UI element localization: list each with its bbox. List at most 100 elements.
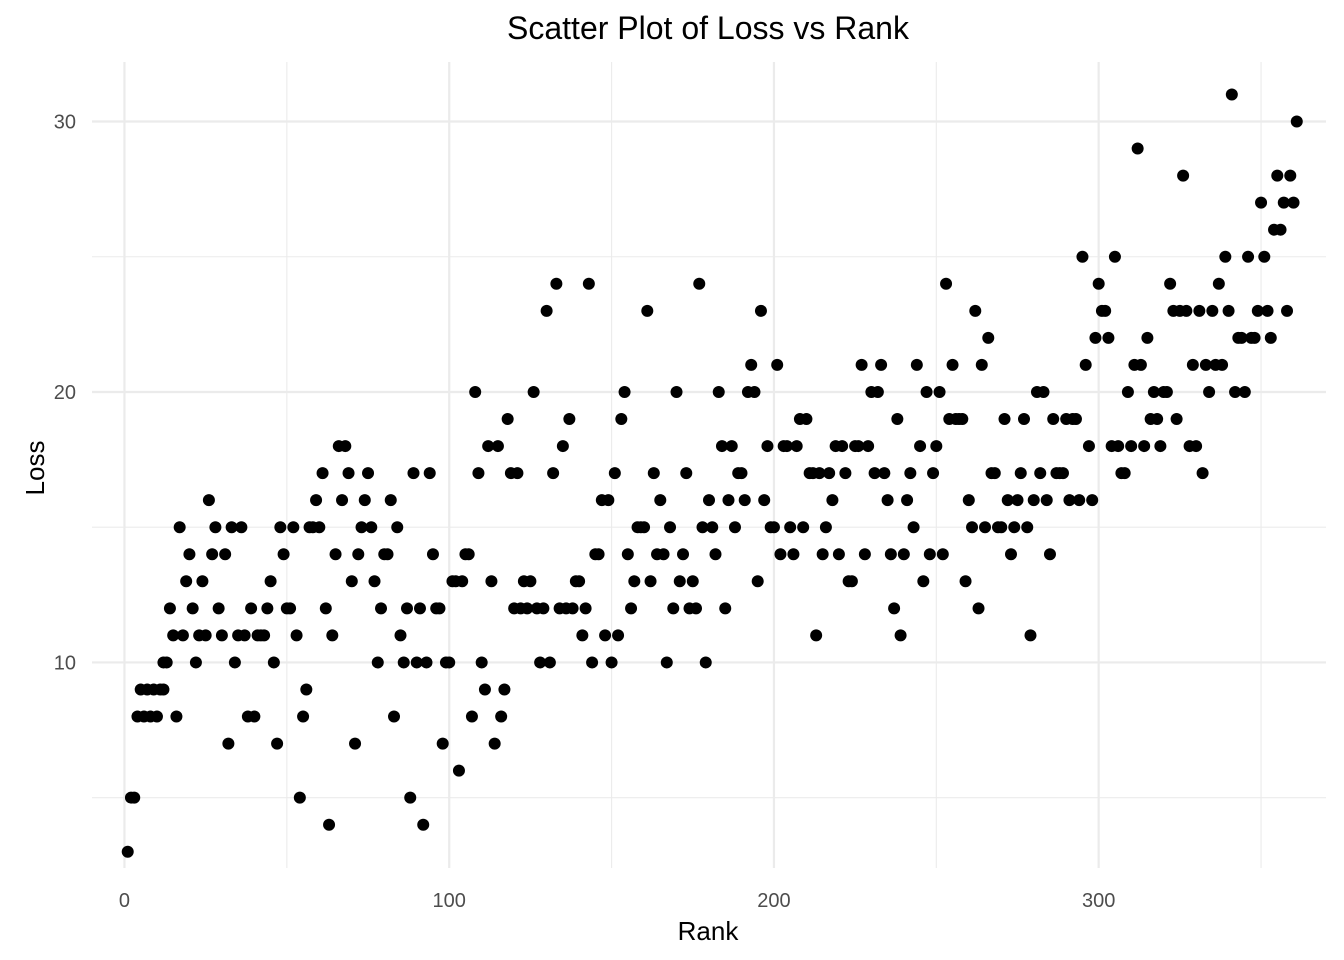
data-point bbox=[150, 710, 163, 723]
data-point bbox=[410, 656, 423, 669]
data-point bbox=[534, 656, 547, 669]
data-point bbox=[293, 791, 306, 804]
data-point bbox=[436, 737, 449, 750]
data-point bbox=[852, 440, 865, 453]
data-point bbox=[1212, 277, 1225, 290]
data-point bbox=[300, 683, 313, 696]
data-point bbox=[189, 656, 202, 669]
data-point bbox=[329, 548, 342, 561]
data-point bbox=[644, 575, 657, 588]
data-point bbox=[862, 440, 875, 453]
x-axis-title: Rank bbox=[678, 916, 740, 946]
data-point bbox=[277, 548, 290, 561]
data-point bbox=[394, 629, 407, 642]
data-point bbox=[1261, 304, 1274, 317]
data-point bbox=[988, 467, 1001, 480]
data-point bbox=[170, 710, 183, 723]
data-point bbox=[413, 602, 426, 615]
x-tick-label: 300 bbox=[1082, 890, 1115, 912]
data-point bbox=[1248, 331, 1261, 344]
data-point bbox=[352, 548, 365, 561]
data-point bbox=[670, 385, 683, 398]
data-point bbox=[1024, 629, 1037, 642]
data-point bbox=[1079, 358, 1092, 371]
data-point bbox=[754, 304, 767, 317]
data-point bbox=[1180, 304, 1193, 317]
data-point bbox=[582, 277, 595, 290]
x-tick-labels: 0 100 200 300 bbox=[119, 890, 1115, 912]
data-points bbox=[121, 88, 1303, 858]
data-point bbox=[313, 521, 326, 534]
data-point bbox=[904, 467, 917, 480]
data-point bbox=[284, 602, 297, 615]
data-point bbox=[1034, 467, 1047, 480]
data-point bbox=[167, 629, 180, 642]
data-point bbox=[1125, 440, 1138, 453]
data-point bbox=[485, 575, 498, 588]
data-point bbox=[235, 521, 248, 534]
data-point bbox=[521, 602, 534, 615]
data-point bbox=[1047, 413, 1060, 426]
data-point bbox=[478, 683, 491, 696]
data-point bbox=[206, 548, 219, 561]
data-point bbox=[1251, 304, 1264, 317]
data-point bbox=[176, 629, 189, 642]
data-point bbox=[1082, 440, 1095, 453]
data-point bbox=[1222, 304, 1235, 317]
data-point bbox=[641, 304, 654, 317]
data-point bbox=[1001, 494, 1014, 507]
data-point bbox=[774, 548, 787, 561]
data-point bbox=[647, 467, 660, 480]
data-point bbox=[456, 575, 469, 588]
data-point bbox=[222, 737, 235, 750]
data-point bbox=[699, 656, 712, 669]
data-point bbox=[388, 710, 401, 723]
data-point bbox=[420, 656, 433, 669]
data-point bbox=[202, 494, 215, 507]
data-point bbox=[1238, 385, 1251, 398]
data-point bbox=[475, 656, 488, 669]
data-point bbox=[128, 791, 141, 804]
data-point bbox=[673, 575, 686, 588]
data-point bbox=[881, 494, 894, 507]
data-point bbox=[407, 467, 420, 480]
data-point bbox=[959, 575, 972, 588]
data-point bbox=[1206, 304, 1219, 317]
data-point bbox=[745, 358, 758, 371]
data-point bbox=[855, 358, 868, 371]
data-point bbox=[615, 413, 628, 426]
data-point bbox=[586, 656, 599, 669]
data-point bbox=[897, 548, 910, 561]
data-point bbox=[121, 845, 134, 858]
data-point bbox=[543, 656, 556, 669]
data-point bbox=[267, 656, 280, 669]
data-point bbox=[780, 440, 793, 453]
data-point bbox=[884, 548, 897, 561]
data-point bbox=[501, 413, 514, 426]
data-point bbox=[894, 629, 907, 642]
data-point bbox=[391, 521, 404, 534]
data-point bbox=[800, 413, 813, 426]
data-point bbox=[469, 385, 482, 398]
data-point bbox=[1225, 88, 1238, 101]
data-point bbox=[225, 521, 238, 534]
data-point bbox=[1164, 277, 1177, 290]
y-tick-label: 20 bbox=[54, 382, 76, 404]
data-point bbox=[319, 602, 332, 615]
data-point bbox=[910, 358, 923, 371]
data-point bbox=[680, 467, 693, 480]
data-point bbox=[693, 277, 706, 290]
y-tick-label: 30 bbox=[54, 112, 76, 134]
data-point bbox=[1112, 440, 1125, 453]
data-point bbox=[751, 575, 764, 588]
data-point bbox=[209, 521, 222, 534]
data-point bbox=[612, 629, 625, 642]
data-point bbox=[738, 494, 751, 507]
data-point bbox=[316, 467, 329, 480]
data-point bbox=[748, 385, 761, 398]
data-point bbox=[1287, 196, 1300, 209]
data-point bbox=[1131, 142, 1144, 155]
data-point bbox=[969, 304, 982, 317]
data-point bbox=[719, 602, 732, 615]
data-point bbox=[966, 521, 979, 534]
